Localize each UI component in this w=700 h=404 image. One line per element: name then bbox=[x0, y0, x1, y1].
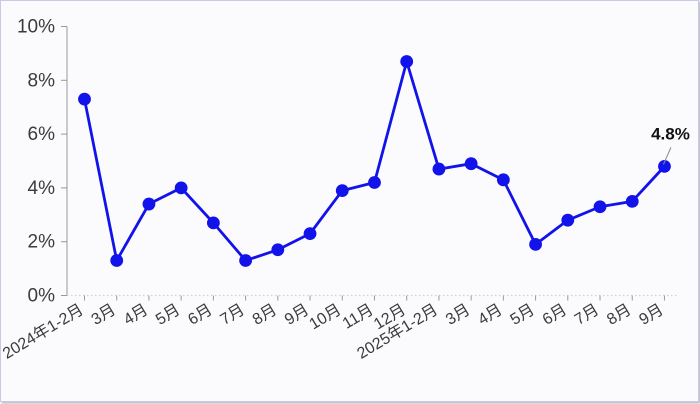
svg-text:7月: 7月 bbox=[218, 301, 248, 328]
svg-text:8月: 8月 bbox=[250, 301, 280, 328]
svg-text:4月: 4月 bbox=[475, 301, 505, 328]
svg-text:7月: 7月 bbox=[572, 301, 602, 328]
svg-text:11月: 11月 bbox=[340, 301, 377, 332]
svg-text:4%: 4% bbox=[28, 178, 56, 199]
svg-text:6月: 6月 bbox=[185, 301, 215, 328]
svg-text:3月: 3月 bbox=[89, 301, 119, 328]
svg-text:10%: 10% bbox=[17, 17, 55, 38]
svg-text:2024年1-2月: 2024年1-2月 bbox=[0, 300, 87, 362]
svg-text:5月: 5月 bbox=[153, 301, 183, 328]
svg-text:0%: 0% bbox=[28, 286, 56, 307]
svg-text:5月: 5月 bbox=[508, 301, 538, 328]
svg-text:8%: 8% bbox=[28, 70, 56, 91]
svg-text:6月: 6月 bbox=[540, 301, 570, 328]
svg-text:6%: 6% bbox=[28, 124, 56, 145]
svg-text:8月: 8月 bbox=[604, 301, 634, 328]
svg-text:9月: 9月 bbox=[282, 301, 312, 328]
svg-text:10月: 10月 bbox=[307, 301, 345, 333]
svg-text:9月: 9月 bbox=[636, 301, 666, 328]
svg-text:4.8%: 4.8% bbox=[651, 124, 690, 143]
svg-text:2%: 2% bbox=[28, 232, 56, 253]
svg-text:3月: 3月 bbox=[443, 301, 473, 328]
svg-text:4月: 4月 bbox=[121, 301, 151, 328]
